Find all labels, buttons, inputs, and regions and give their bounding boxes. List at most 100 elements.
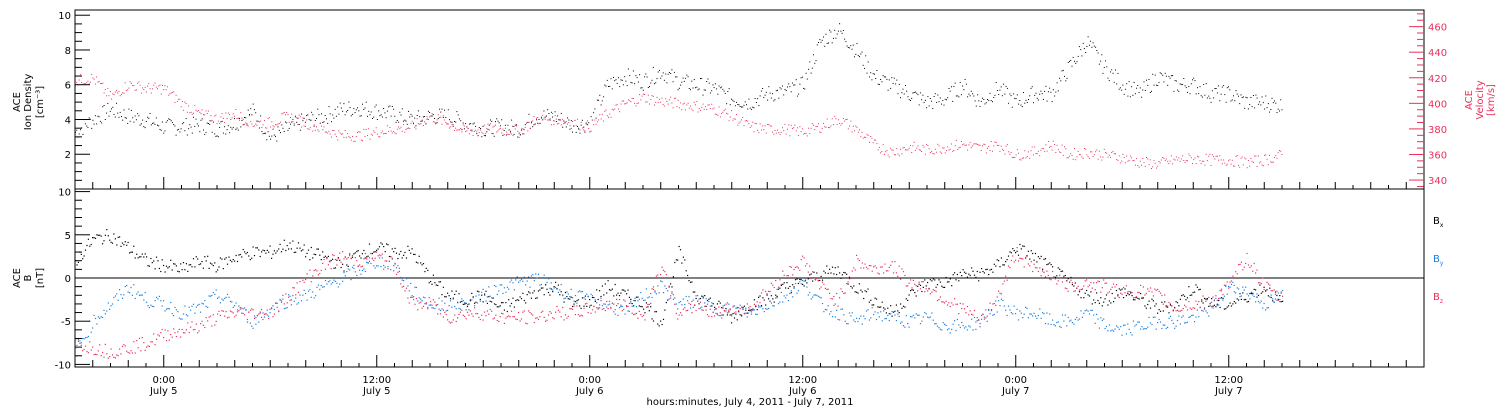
data-point	[733, 317, 736, 319]
data-point	[493, 125, 495, 127]
data-point	[555, 281, 557, 283]
data-point	[333, 279, 335, 281]
data-point	[917, 94, 919, 96]
data-point	[178, 317, 180, 319]
data-point	[416, 115, 418, 116]
data-point	[211, 263, 213, 265]
data-point	[830, 272, 832, 274]
data-point	[147, 345, 149, 347]
data-point	[282, 298, 284, 300]
data-point	[530, 313, 532, 315]
data-point	[1154, 74, 1156, 76]
data-point	[834, 303, 836, 305]
data-point	[148, 117, 150, 119]
data-point	[1076, 316, 1078, 319]
data-point	[252, 103, 254, 105]
data-point	[461, 298, 463, 300]
data-point	[507, 133, 509, 135]
data-point	[1209, 153, 1211, 155]
data-point	[821, 281, 824, 283]
data-point	[395, 133, 397, 135]
data-point	[224, 126, 226, 128]
data-point	[419, 123, 421, 125]
data-point	[631, 97, 633, 99]
data-point	[120, 294, 122, 296]
data-point	[952, 323, 954, 325]
data-point	[107, 302, 109, 304]
data-point	[614, 80, 616, 82]
data-point	[1226, 163, 1228, 165]
data-point	[746, 312, 748, 314]
data-point	[634, 83, 636, 85]
data-point	[1034, 315, 1037, 317]
data-point	[337, 139, 339, 141]
data-point	[1163, 157, 1165, 159]
data-point	[860, 136, 862, 138]
data-point	[1024, 102, 1026, 104]
data-point	[804, 280, 807, 282]
data-point	[280, 121, 281, 123]
data-point	[919, 323, 922, 325]
data-point	[855, 53, 857, 55]
data-point	[201, 109, 203, 111]
data-point	[1247, 300, 1250, 303]
data-point	[979, 144, 981, 146]
data-point	[1052, 319, 1054, 321]
data-point	[1039, 155, 1041, 157]
data-point	[1254, 107, 1256, 109]
data-point	[459, 301, 461, 303]
data-point	[713, 87, 715, 89]
data-point	[829, 268, 831, 270]
data-point	[537, 273, 540, 275]
data-point	[1083, 312, 1085, 314]
data-point	[652, 288, 655, 291]
data-point	[716, 313, 718, 315]
data-point	[418, 255, 420, 257]
data-point	[942, 147, 944, 149]
data-point	[487, 128, 489, 130]
data-point	[1083, 48, 1085, 50]
data-point	[1277, 299, 1279, 301]
data-point	[785, 287, 787, 289]
data-point	[806, 78, 808, 80]
data-point	[753, 309, 755, 311]
data-point	[1043, 258, 1045, 260]
data-point	[579, 132, 581, 134]
data-point	[244, 251, 246, 253]
data-point	[124, 82, 126, 84]
data-point	[495, 124, 496, 126]
data-point	[146, 301, 148, 303]
data-point	[1194, 80, 1196, 82]
data-point	[1202, 310, 1204, 312]
data-point	[395, 273, 398, 275]
data-point	[945, 324, 947, 326]
data-point	[1147, 84, 1149, 86]
data-point	[1260, 300, 1262, 302]
data-point	[678, 314, 680, 316]
data-point	[167, 267, 169, 269]
data-point	[906, 90, 908, 92]
data-point	[734, 105, 736, 107]
data-point	[162, 84, 163, 86]
data-point	[1220, 288, 1223, 290]
data-point	[1228, 86, 1229, 88]
data-point	[1049, 313, 1051, 315]
data-point	[657, 71, 659, 73]
data-point	[1242, 286, 1244, 288]
data-point	[348, 101, 350, 103]
data-point	[1240, 261, 1242, 263]
data-point	[456, 111, 458, 113]
data-point	[827, 305, 829, 307]
data-point	[632, 70, 634, 72]
data-point	[1111, 152, 1113, 153]
data-point	[1167, 305, 1169, 307]
data-point	[964, 79, 966, 80]
data-point	[296, 282, 298, 284]
data-point	[97, 234, 99, 236]
data-point	[735, 311, 737, 313]
data-point	[659, 69, 660, 71]
data-point	[481, 136, 483, 138]
data-point	[460, 120, 462, 122]
data-point	[359, 264, 361, 266]
